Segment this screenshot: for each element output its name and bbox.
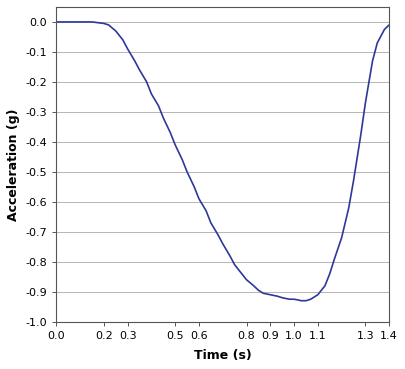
Y-axis label: Acceleration (g): Acceleration (g) [7,108,20,221]
X-axis label: Time (s): Time (s) [194,349,252,362]
